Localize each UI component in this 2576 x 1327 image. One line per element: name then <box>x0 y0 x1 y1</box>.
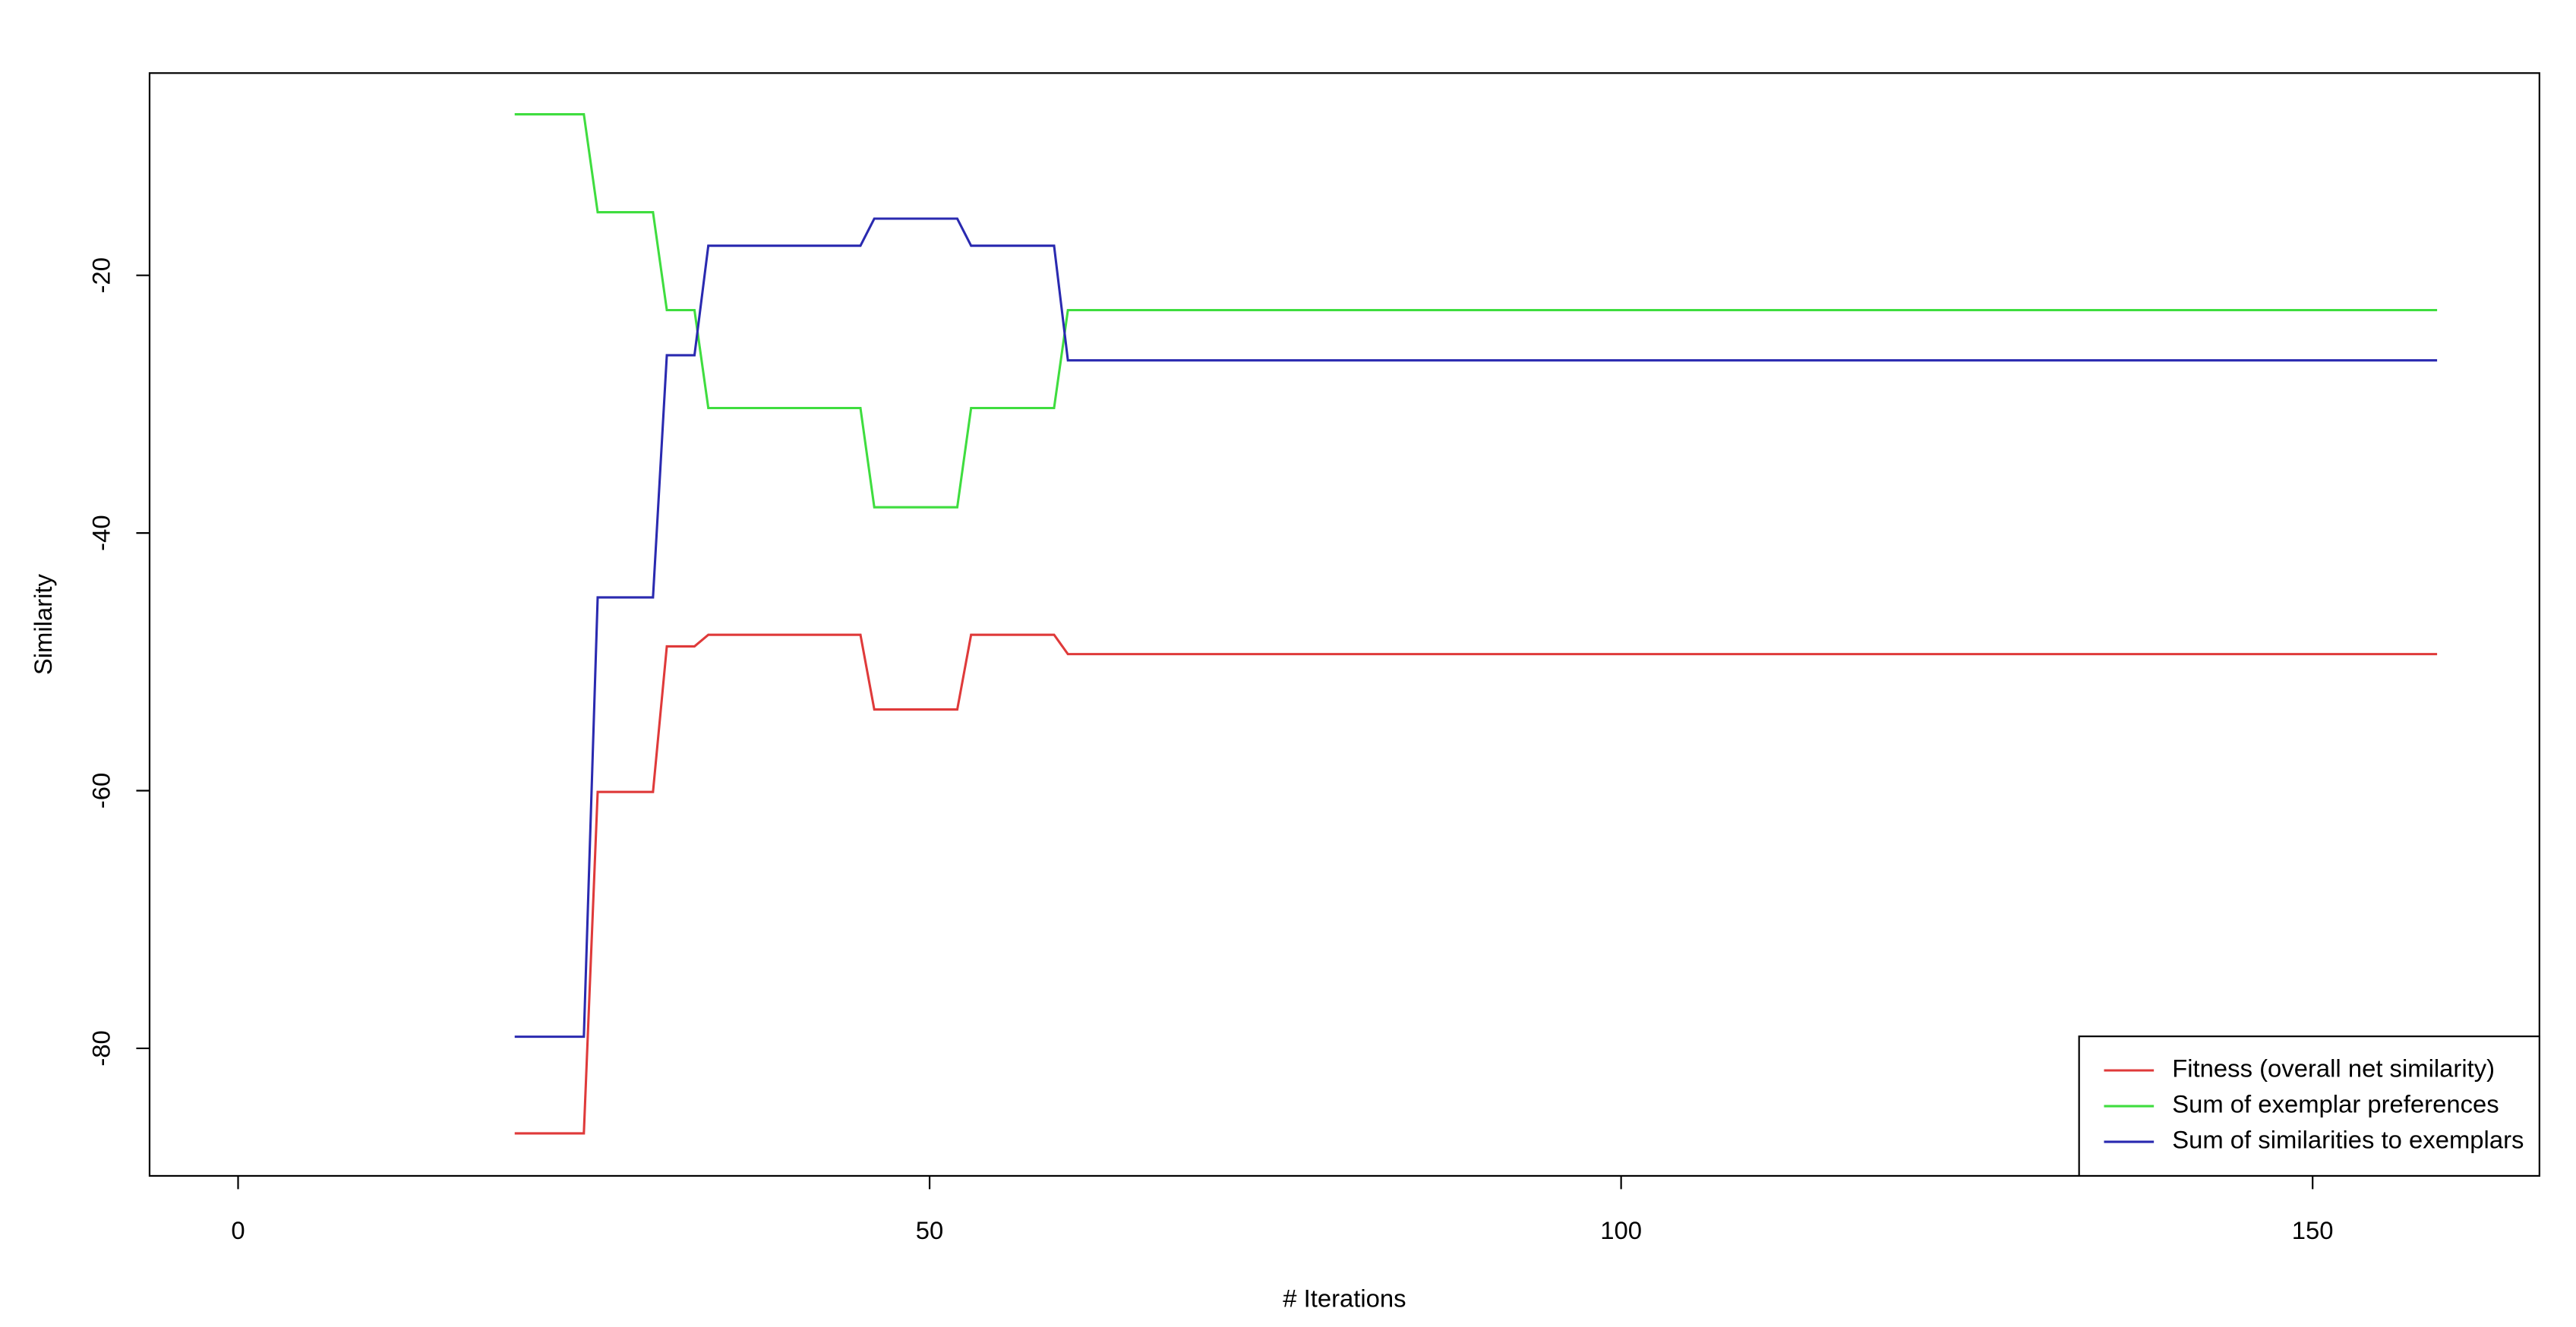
y-tick-label: -60 <box>87 773 115 808</box>
x-tick-label: 150 <box>2292 1216 2334 1244</box>
y-tick-label: -40 <box>87 515 115 550</box>
legend-label: Fitness (overall net similarity) <box>2172 1054 2495 1083</box>
x-tick-label: 100 <box>1600 1216 1642 1244</box>
legend-label: Sum of exemplar preferences <box>2172 1090 2499 1118</box>
y-tick-label: -20 <box>87 257 115 293</box>
series-line <box>514 217 2438 1039</box>
legend-box <box>2078 1035 2540 1177</box>
plot-frame <box>148 72 2540 1177</box>
y-tick-label: -80 <box>87 1030 115 1066</box>
series-line <box>514 113 2438 509</box>
y-axis-label: Similarity <box>29 573 57 675</box>
series-line <box>514 633 2438 1135</box>
x-axis-label: # Iterations <box>1283 1284 1406 1313</box>
x-tick-label: 50 <box>916 1216 944 1244</box>
x-tick-label: 0 <box>231 1216 245 1244</box>
legend-label: Sum of similarities to exemplars <box>2172 1126 2524 1154</box>
